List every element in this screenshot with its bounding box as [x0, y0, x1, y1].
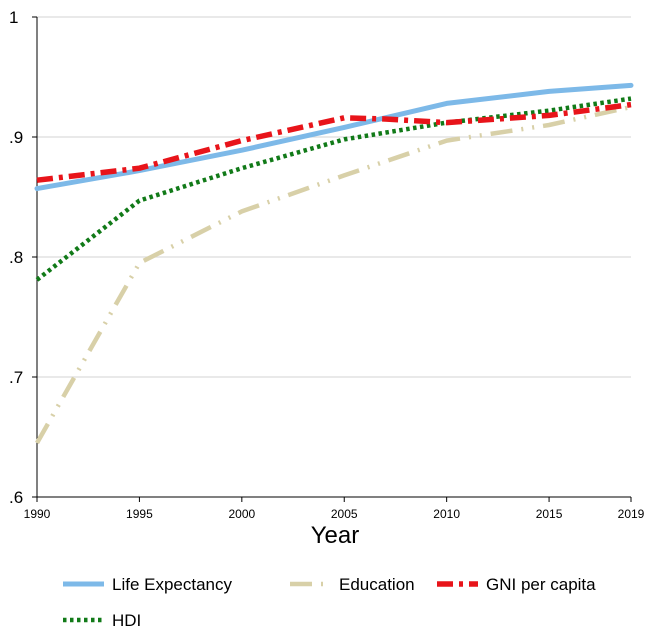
- x-tick-label: 2015: [536, 507, 563, 521]
- legend-label: HDI: [112, 611, 141, 630]
- y-tick-label: .7: [9, 368, 23, 387]
- y-ticks: 1 .9 .8 .7 .6: [9, 8, 37, 507]
- legend-item: Life Expectancy: [63, 575, 233, 594]
- legend-label: Education: [339, 575, 415, 594]
- legend-item: Education: [290, 575, 415, 594]
- legend: Life Expectancy Education GNI per capita HD…: [63, 575, 596, 630]
- x-tick-label: 1990: [24, 507, 51, 521]
- legend-label: GNI per capita: [486, 575, 596, 594]
- x-axis-title: Year: [311, 522, 360, 549]
- series-line-education: [35, 104, 632, 445]
- x-ticks: 1990 1995 2000 2005 2010 2015 2019: [24, 497, 645, 521]
- x-tick-label: 2010: [433, 507, 460, 521]
- gridlines: [37, 16, 631, 378]
- y-tick-label: .8: [9, 248, 23, 267]
- y-tick-label: .9: [9, 128, 23, 147]
- series-lines: [34, 82, 634, 445]
- x-tick-label: 2019: [618, 507, 645, 521]
- legend-label: Life Expectancy: [112, 575, 233, 594]
- y-tick-label: .6: [9, 488, 23, 507]
- legend-item: GNI per capita: [437, 575, 596, 594]
- x-tick-label: 2000: [228, 507, 255, 521]
- y-tick-label: 1: [9, 8, 18, 27]
- series-line-gni-per-capita: [36, 101, 632, 183]
- x-tick-label: 1995: [126, 507, 153, 521]
- x-tick-label: 2005: [331, 507, 358, 521]
- legend-item: HDI: [63, 611, 141, 630]
- series-line-hdi: [35, 96, 632, 282]
